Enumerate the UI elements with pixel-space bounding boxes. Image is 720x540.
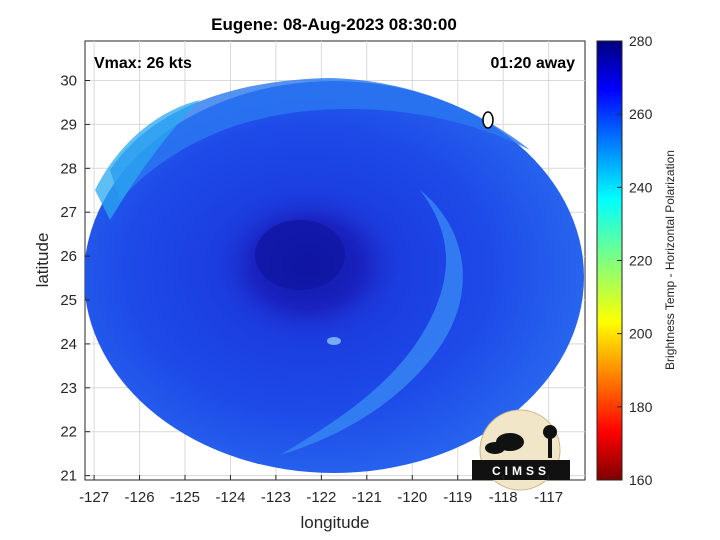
logo-dish-small-icon [485, 442, 505, 454]
y-tick-label: 24 [60, 336, 77, 353]
y-tick-label: 29 [60, 116, 77, 133]
y-axis-ticks: 21 22 23 24 25 26 27 28 29 30 [60, 73, 90, 485]
time-offset-annotation: 01:20 away [490, 55, 575, 72]
y-tick-label: 23 [60, 380, 77, 397]
y-tick-label: 22 [60, 424, 77, 441]
cimss-logo: CIMSS [472, 409, 570, 491]
warm-spot [327, 337, 341, 345]
x-tick-label: -122 [306, 489, 336, 506]
x-tick-label: -118 [489, 489, 518, 506]
vmax-annotation: Vmax: 26 kts [94, 55, 192, 72]
x-tick-label: -117 [534, 489, 563, 506]
colorbar-tick-label: 160 [629, 472, 653, 488]
x-axis-ticks: -127 -126 -125 -124 -123 -122 -121 -120 -119 -118… [79, 475, 563, 506]
colorbar-ticks: 160 180 200 220 240 260 280 [617, 33, 653, 488]
x-tick-label: -124 [215, 489, 245, 506]
logo-banner [472, 460, 570, 480]
y-tick-label: 21 [60, 468, 77, 485]
x-tick-label: -127 [79, 489, 109, 506]
chart-title: Eugene: 08-Aug-2023 08:30:00 [211, 15, 457, 34]
x-tick-label: -119 [443, 489, 472, 506]
y-tick-label: 25 [60, 292, 77, 309]
colorbar-label: Brightness Temp - Horizontal Polarizatio… [663, 150, 677, 370]
storm-center [255, 220, 345, 290]
logo-tower-stem [548, 438, 552, 458]
logo-tower-icon [543, 425, 557, 439]
colorbar-tick-label: 180 [629, 399, 653, 415]
y-tick-label: 26 [60, 248, 77, 265]
swath-warm-band [110, 78, 530, 200]
colorbar: 160 180 200 220 240 260 280 Brightness Temp - … [596, 33, 677, 488]
x-tick-label: -125 [170, 489, 200, 506]
cold-spot-marker [482, 111, 494, 129]
swath-warm-edge [95, 100, 200, 220]
x-tick-label: -120 [397, 489, 427, 506]
colorbar-tick-label: 260 [629, 106, 653, 122]
swath-image [85, 78, 584, 473]
y-tick-label: 28 [60, 160, 77, 177]
y-axis-label: latitude [33, 233, 52, 288]
logo-text: CIMSS [492, 464, 550, 478]
colorbar-tick-label: 220 [629, 253, 653, 269]
x-tick-label: -123 [261, 489, 291, 506]
plot-area: Vmax: 26 kts 01:20 away CIMSS -127 -126 -1… [60, 40, 586, 506]
x-tick-label: -121 [352, 489, 382, 506]
y-tick-label: 30 [60, 73, 77, 90]
x-axis-label: longitude [300, 513, 369, 532]
swath-outer-band [280, 190, 463, 455]
y-tick-label: 27 [60, 204, 77, 221]
x-tick-label: -126 [125, 489, 155, 506]
colorbar-tick-label: 280 [629, 33, 653, 49]
colorbar-tick-label: 240 [629, 179, 653, 195]
colorbar-tick-label: 200 [629, 326, 653, 342]
